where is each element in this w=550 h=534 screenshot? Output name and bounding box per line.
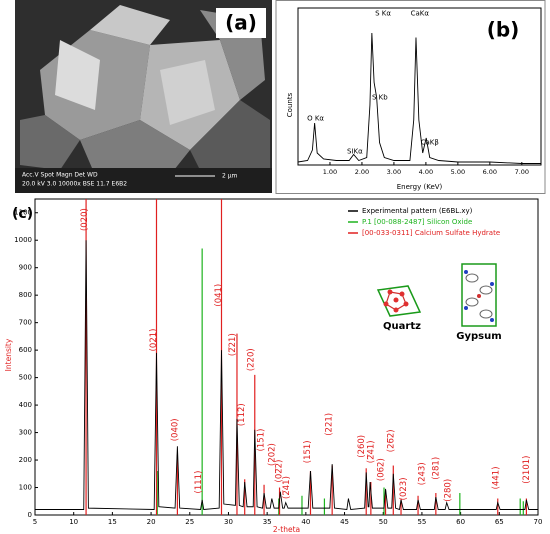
x-tick-label: 15 — [108, 518, 117, 526]
x-axis-label: 2-theta — [273, 525, 300, 534]
sem-caption: 20.0 kV 3.0 10000x BSE 11.7 E6B2 — [22, 181, 127, 188]
annotation: (280) — [444, 479, 454, 502]
annotation: (243) — [417, 462, 427, 485]
annotation: (2̅41) — [366, 440, 376, 463]
y-tick-label: 700 — [19, 319, 32, 327]
annotation: SIKα — [347, 148, 363, 156]
y-tick-label: 900 — [19, 264, 32, 272]
x-tick-label: 60 — [456, 518, 465, 526]
annotation: (2101) — [522, 456, 532, 484]
label-box — [216, 8, 266, 38]
y-tick-label: 0 — [28, 511, 32, 519]
axis-box — [297, 7, 542, 166]
y-tick-label: 1000 — [14, 236, 32, 244]
legend-label: P.1 [00-088-2487] Silicon Oxide — [362, 218, 472, 226]
annotation: (26̅2) — [386, 429, 396, 452]
inset-label: Quartz — [383, 321, 421, 332]
quartz-inset — [376, 285, 422, 317]
x-tick-label: 2.00 — [355, 168, 369, 176]
annotation: S Kα — [375, 10, 391, 18]
annotation: CaKα — [411, 10, 430, 18]
annotation: (023) — [399, 477, 409, 500]
x-tick-label: 5 — [33, 518, 37, 526]
x-tick-label: 70 — [534, 518, 543, 526]
x-tick-label: 10 — [69, 518, 78, 526]
line — [35, 240, 538, 511]
annotation: (2̅21) — [228, 333, 238, 356]
annotation: (111) — [194, 471, 204, 494]
annotation: S Kb — [372, 94, 388, 102]
x-tick-label: 40 — [301, 518, 310, 526]
annotation: (02̅2) — [274, 460, 284, 483]
annotation: (441) — [492, 466, 502, 489]
axis-box — [34, 198, 539, 516]
x-tick-label: 50 — [379, 518, 388, 526]
x-tick-label: 55 — [417, 518, 426, 526]
x-tick-label: 3.00 — [387, 168, 401, 176]
x-tick-label: 20 — [147, 518, 156, 526]
scale-label: 2 μm — [222, 173, 238, 180]
x-tick-label: 4.00 — [419, 168, 433, 176]
x-tick-label: 65 — [495, 518, 504, 526]
inset-label: Gypsum — [456, 331, 501, 342]
y-axis-label: Counts — [286, 92, 294, 117]
annotation: (260) — [357, 435, 367, 458]
x-tick-label: 30 — [224, 518, 233, 526]
x-tick-label: 45 — [340, 518, 349, 526]
x-tick-label: 7.00 — [515, 168, 529, 176]
x-tick-label: 5.00 — [451, 168, 465, 176]
panel-frame — [275, 0, 546, 194]
annotation: (151) — [256, 429, 266, 452]
x-axis-label: Energy (KeV) — [397, 183, 443, 191]
annotation: (020) — [80, 208, 90, 231]
annotation: (040) — [171, 418, 181, 441]
annotation: (112) — [237, 403, 247, 426]
x-tick-label: 25 — [185, 518, 194, 526]
annotation: (221) — [325, 413, 335, 436]
panel-label: (b) — [487, 18, 520, 42]
line — [297, 32, 541, 164]
panel-label: (a) — [225, 11, 257, 35]
annotation: (062) — [376, 458, 386, 481]
x-tick-label: 1.00 — [323, 168, 337, 176]
annotation: (2̅41) — [282, 476, 292, 499]
y-axis-label: Intensity — [4, 338, 13, 371]
y-tick-label: 200 — [19, 456, 32, 464]
y-tick-label: 500 — [19, 374, 32, 382]
y-tick-label: 800 — [19, 291, 32, 299]
annotation: CaKβ — [421, 139, 439, 147]
annotation: (041) — [214, 284, 224, 307]
y-tick-label: 600 — [19, 346, 32, 354]
panel-label: (c) — [12, 206, 33, 222]
annotation: (281) — [431, 457, 441, 480]
x-tick-label: 35 — [263, 518, 272, 526]
sem-caption: Acc.V Spot Magn Det WD — [22, 172, 98, 179]
annotation: (202) — [267, 443, 277, 466]
legend-label: Experimental pattern (E6BL.xy) — [362, 207, 473, 215]
y-tick-label: 300 — [19, 429, 32, 437]
annotation: (220) — [246, 348, 256, 371]
y-tick-label: 400 — [19, 401, 32, 409]
y-tick-label: 100 — [19, 484, 32, 492]
annotation: (151) — [303, 440, 313, 463]
legend-label: [00-033-0311] Calcium Sulfate Hydrate — [362, 229, 500, 237]
annotation: (021) — [149, 329, 159, 352]
label-box — [478, 16, 528, 44]
x-tick-label: 6.00 — [483, 168, 497, 176]
annotation: O Kα — [307, 115, 324, 123]
y-tick-label: 1100 — [14, 209, 32, 217]
gypsum-inset — [461, 263, 497, 327]
